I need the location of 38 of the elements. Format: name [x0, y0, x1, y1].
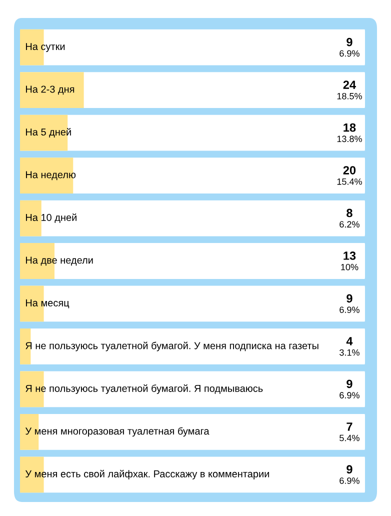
y-tick-label: У меня многоразовая туалетная бумага	[25, 427, 210, 437]
text: 9	[346, 294, 352, 303]
bar	[20, 72, 84, 108]
y-tick-label: На 2-3 дня	[26, 86, 74, 95]
data-label: 5.4%	[340, 434, 360, 442]
data-label: 6.2%	[340, 221, 360, 228]
data-label: 6.9%	[340, 306, 360, 313]
text: 9	[346, 465, 352, 474]
text: 13	[344, 252, 356, 260]
data-label: 15.4%	[337, 178, 362, 185]
y-tick-label: На 5 дней	[26, 128, 71, 138]
data-label: 13.8%	[337, 136, 362, 142]
text: 20	[343, 166, 356, 174]
data-label: 18.5%	[337, 92, 362, 100]
text: 8	[346, 208, 352, 218]
data-label: 3.1%	[340, 349, 360, 356]
data-label: 6.9%	[340, 50, 360, 57]
bar	[20, 371, 44, 408]
bar	[20, 158, 74, 194]
bar	[20, 328, 31, 364]
y-tick-label: На неделю	[26, 171, 76, 180]
text: 9	[346, 38, 352, 46]
y-tick-label: На 10 дней	[26, 213, 76, 223]
y-tick-label: У меня есть свой лайфхак. Расскажу в комментарии	[25, 470, 269, 480]
y-tick-label: На месяц	[26, 299, 70, 308]
text: 18	[344, 123, 356, 132]
text: 24	[343, 80, 356, 89]
y-tick-label: На две недели	[26, 256, 93, 266]
data-label: 10%	[341, 264, 358, 270]
text: 4	[346, 337, 353, 346]
y-tick-label: Я не пользуюсь туалетной бумагой. Я подмываюсь	[26, 384, 263, 394]
text: 9	[346, 380, 352, 388]
data-label: 6.9%	[340, 478, 360, 484]
bar	[20, 200, 42, 236]
text: 7	[346, 422, 352, 431]
data-label: 6.9%	[340, 392, 360, 398]
y-tick-label: Я не пользуюсь туалетной бумагой. У меня подписка на газеты	[26, 342, 318, 352]
y-tick-label: На сутки	[26, 43, 65, 52]
